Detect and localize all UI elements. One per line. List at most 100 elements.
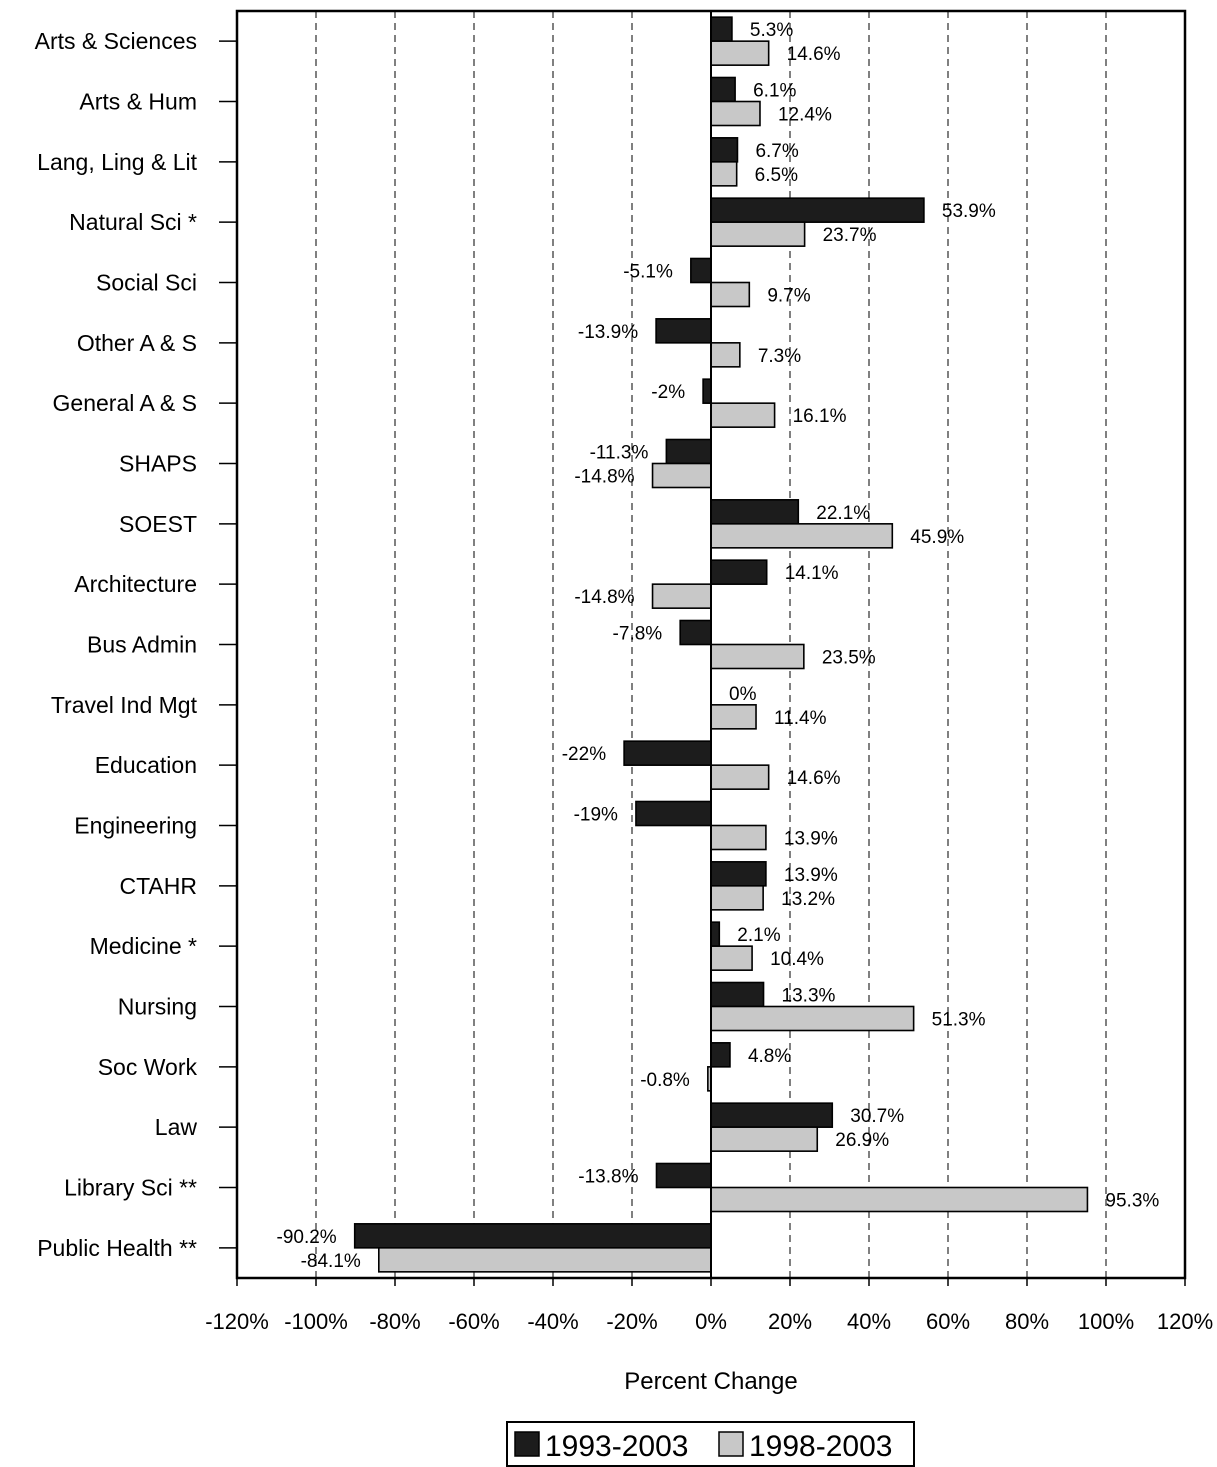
bar-1993-2003-shaps [665, 438, 712, 465]
x-tick-label: 120% [1157, 1309, 1213, 1334]
bar-1998-2003-law [710, 1126, 819, 1152]
category-label: Public Health ** [37, 1235, 197, 1261]
data-label: 95.3% [1105, 1191, 1159, 1212]
bar-1998-2003-arts-sciences [710, 40, 770, 66]
bar-1998-2003-soest [710, 523, 894, 549]
x-tick-label: 60% [926, 1309, 970, 1334]
x-tick-label: -60% [448, 1309, 499, 1334]
x-tick-label: 80% [1005, 1309, 1049, 1334]
bar-1998-2003-library-sci [710, 1186, 1089, 1213]
data-label: 5.3% [750, 20, 793, 41]
bar-1993-2003-other-a-s [655, 318, 712, 344]
x-tick-label: -20% [606, 1309, 657, 1334]
bar-1993-2003-medicine [710, 921, 721, 947]
data-label: -2% [651, 382, 685, 403]
data-label: -0.8% [640, 1070, 690, 1091]
data-label: 11.4% [774, 708, 827, 729]
category-label: Nursing [118, 994, 197, 1020]
data-label: -5.1% [623, 262, 673, 283]
category-label: Law [155, 1114, 198, 1140]
bar-1998-2003-social-sci [710, 281, 751, 308]
bar-1998-2003-public-health [378, 1247, 712, 1273]
x-tick-label: 100% [1078, 1309, 1134, 1334]
bar-1998-2003-ctahr [710, 885, 764, 911]
bar-1998-2003-lang-ling-lit [710, 161, 738, 187]
category-label: Medicine * [90, 933, 197, 959]
bar-1993-2003-library-sci [655, 1162, 712, 1189]
data-label: 13.9% [784, 865, 838, 886]
data-label: 10.4% [770, 949, 824, 970]
bar-1998-2003-architecture [651, 583, 712, 609]
bar-group [353, 16, 1089, 1273]
data-label: 22.1% [816, 503, 870, 524]
category-label: Natural Sci * [69, 209, 197, 235]
data-label: 2.1% [737, 925, 780, 946]
data-label: 6.1% [753, 81, 796, 102]
category-label: Arts & Sciences [35, 28, 197, 54]
data-label: 14.1% [785, 563, 839, 584]
data-label: 13.2% [781, 889, 835, 910]
bar-1998-2003-medicine [710, 945, 753, 971]
data-labels: 5.3% 14.6% 6.1% 12.4% 6.7% 6.5% 53.9% 23.7% -5.1… [277, 20, 1160, 1272]
bar-1993-2003-natural-sci [710, 197, 925, 223]
data-label: 51.3% [932, 1010, 986, 1031]
data-label: 7.3% [758, 346, 801, 367]
data-label: 0% [729, 684, 757, 705]
bar-1993-2003-nursing [710, 981, 765, 1008]
data-label: 45.9% [910, 527, 964, 548]
legend-label-1998-2003: 1998-2003 [749, 1430, 892, 1463]
category-label: Travel Ind Mgt [51, 692, 198, 718]
category-label: Other A & S [77, 330, 197, 356]
data-label: 23.7% [823, 225, 877, 246]
data-label: 26.9% [835, 1130, 889, 1151]
data-label: 53.9% [942, 201, 996, 222]
bar-1998-2003-education [710, 764, 770, 790]
category-label: CTAHR [119, 873, 197, 899]
legend-swatch-1993-2003 [514, 1431, 540, 1457]
data-label: -14.8% [574, 467, 634, 488]
data-label: -7.8% [613, 624, 663, 645]
bar-1993-2003-bus-admin [679, 619, 712, 646]
data-label: -19% [574, 805, 618, 826]
bar-1993-2003-law [710, 1102, 834, 1128]
data-label: 13.3% [782, 986, 836, 1007]
category-label: Lang, Ling & Lit [37, 149, 197, 175]
bar-1993-2003-social-sci [690, 257, 712, 284]
x-tick-label: -80% [369, 1309, 420, 1334]
legend-box [506, 1421, 915, 1467]
bar-1998-2003-engineering [710, 824, 767, 851]
bar-1993-2003-public-health [353, 1223, 712, 1249]
bar-1993-2003-arts-sciences [710, 16, 733, 42]
x-tick-label: 0% [695, 1309, 727, 1334]
bar-1993-2003-ctahr [710, 861, 767, 887]
bar-1993-2003-engineering [635, 800, 712, 827]
data-label: -14.8% [574, 587, 634, 608]
category-label: Bus Admin [87, 632, 197, 658]
x-tick-label: -120% [205, 1309, 269, 1334]
x-tick-label: -40% [527, 1309, 578, 1334]
category-label: SHAPS [119, 451, 197, 477]
data-label: 6.7% [755, 141, 798, 162]
category-label: General A & S [53, 390, 197, 416]
data-label: -90.2% [277, 1227, 337, 1248]
data-label: -13.9% [578, 322, 638, 343]
category-label: Engineering [74, 813, 197, 839]
bar-1998-2003-travel-ind-mgt [710, 704, 757, 730]
bar-1993-2003-architecture [710, 559, 768, 585]
bar-1998-2003-nursing [710, 1005, 915, 1032]
bar-1998-2003-arts-hum [710, 100, 761, 127]
bar-1998-2003-shaps [651, 462, 712, 489]
data-label: 9.7% [767, 286, 810, 307]
data-label: -13.8% [578, 1167, 638, 1188]
legend-label-1993-2003: 1993-2003 [545, 1430, 688, 1463]
category-label: Architecture [74, 571, 197, 597]
bar-1993-2003-soest [710, 499, 800, 525]
value-axis: -120% -100% -80% -60% -40% -20% 0% 20% 40% 60% 80%… [205, 1278, 1213, 1334]
data-label: 16.1% [793, 406, 847, 427]
data-label: 14.6% [787, 768, 841, 789]
data-label: -11.3% [590, 443, 649, 464]
category-label: SOEST [119, 511, 197, 537]
data-label: -22% [562, 744, 606, 765]
bar-1998-2003-natural-sci [710, 221, 806, 247]
